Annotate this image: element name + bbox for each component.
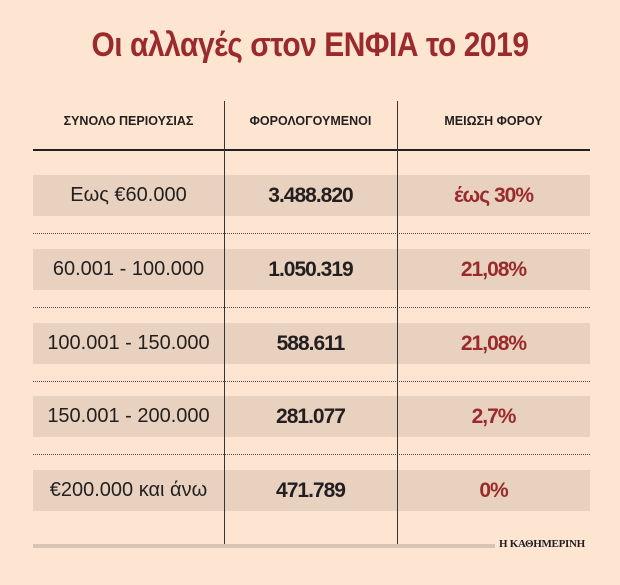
column-divider [397, 101, 398, 546]
taxpayers-count: 471.789 [276, 479, 346, 503]
footer-rule [33, 544, 495, 548]
asset-bracket: 100.001 - 150.000 [47, 331, 210, 354]
asset-bracket: Εως €60.000 [70, 184, 187, 206]
tax-reduction: 2,7% [471, 405, 517, 429]
taxpayers-count: 588.611 [276, 331, 346, 355]
row-separator [33, 233, 590, 234]
tax-reduction: έως 30% [454, 184, 534, 207]
tax-reduction: 0% [479, 479, 508, 503]
column-header-taxpayers: ΦΟΡΟΛΟΓΟΥΜΕΝΟΙ [249, 114, 372, 128]
row-separator [33, 454, 590, 456]
table-row: Εως €60.000 3.488.820 έως 30% [33, 175, 590, 216]
header-divider [33, 149, 590, 151]
tax-reduction: 21,08% [460, 331, 527, 355]
table-row: 150.001 - 200.000 281.077 2,7% [33, 396, 590, 438]
tax-reduction: 21,08% [460, 257, 527, 281]
row-separator [33, 306, 590, 308]
source-logo: Η ΚΑΘΗΜΕΡΙΝΗ [499, 538, 585, 550]
page-title: Οι αλλαγές στον ΕΝΦΙΑ το 2019 [91, 26, 529, 64]
asset-bracket: 60.001 - 100.000 [52, 257, 205, 280]
taxpayers-count: 1.050.319 [268, 257, 353, 281]
column-header-reduction: ΜΕΙΩΣΗ ΦΟΡΟΥ [444, 114, 543, 128]
row-separator [33, 380, 590, 382]
table-row: €200.000 και άνω 471.789 0% [33, 470, 590, 512]
table-row: 60.001 - 100.000 1.050.319 21,08% [33, 248, 590, 290]
asset-bracket: €200.000 και άνω [49, 479, 208, 502]
taxpayers-count: 3.488.820 [268, 184, 353, 207]
taxpayers-count: 281.077 [276, 405, 346, 429]
asset-bracket: 150.001 - 200.000 [47, 405, 210, 428]
column-divider [224, 101, 225, 546]
column-header-assets: ΣΥΝΟΛΟ ΠΕΡΙΟΥΣΙΑΣ [63, 114, 194, 128]
table-row: 100.001 - 150.000 588.611 21,08% [33, 322, 590, 364]
